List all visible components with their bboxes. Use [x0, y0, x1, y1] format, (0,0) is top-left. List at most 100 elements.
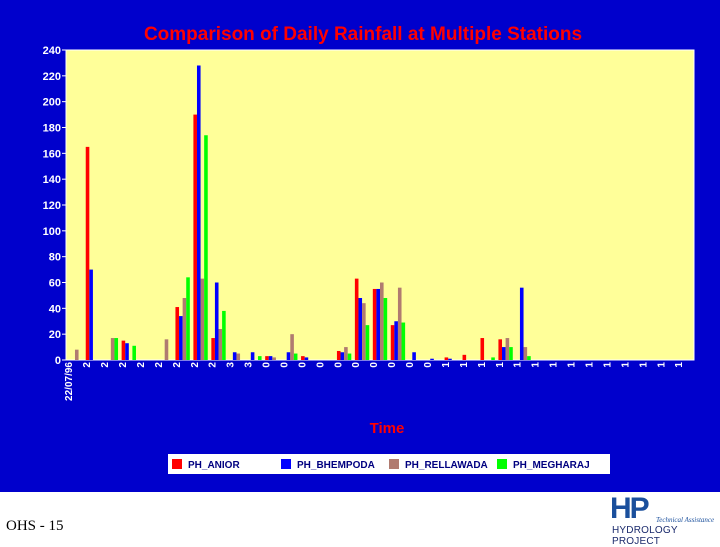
bar-ph-anior-3: [121, 340, 126, 361]
bar-ph-bhempoda-6: [179, 316, 183, 360]
bar-ph-bhempoda-24: [502, 347, 506, 360]
y-tick-label: 200: [43, 97, 61, 109]
logo-tagline: Technical Assistance: [656, 516, 715, 524]
bar-ph-rellawada-25: [523, 347, 528, 360]
bar-ph-megharaj-7: [204, 135, 208, 360]
bar-ph-anior-22: [462, 354, 467, 360]
hydrology-project-logo: HP Technical Assistance HYDROLOGY PROJEC…: [600, 492, 716, 547]
bar-ph-anior-8: [211, 338, 215, 360]
bar-ph-anior-23: [480, 338, 485, 360]
y-tick-label: 0: [55, 355, 61, 367]
y-tick-label: 20: [49, 329, 61, 341]
y-tick-label: 80: [49, 252, 61, 264]
x-tick-label: 0: [315, 362, 326, 368]
y-axis: 0 20 40 60 80 100 120 140 160 180 200 220 240: [43, 45, 66, 367]
legend-swatch-ph-rellawada: [389, 459, 399, 469]
bar-ph-anior-15: [336, 350, 341, 360]
x-tick-label: 1: [602, 362, 613, 368]
legend-swatch-ph-bhempoda: [281, 459, 291, 469]
bar-ph-anior-18: [390, 325, 395, 361]
bar-ph-rellawada-18: [397, 287, 402, 360]
x-tick-label: 0: [369, 362, 380, 368]
logo-mark: HP: [610, 492, 650, 525]
bar-ph-megharaj-10: [257, 356, 262, 361]
x-tick-label: 2: [100, 362, 111, 368]
y-tick-label: 60: [49, 278, 61, 290]
x-tick-label: 0: [333, 362, 344, 368]
x-tick-label: 0: [423, 362, 434, 368]
bar-ph-bhempoda-1: [89, 269, 93, 360]
bar-ph-megharaj-18: [401, 322, 406, 360]
bar-ph-megharaj-17: [383, 298, 388, 360]
bar-ph-anior-1: [85, 146, 90, 361]
bar-ph-bhempoda-19: [412, 352, 416, 360]
x-axis-title: Time: [370, 420, 405, 437]
x-tick-label: 1: [477, 362, 488, 368]
bar-ph-megharaj-6: [186, 277, 190, 360]
y-tick-label: 40: [49, 303, 61, 315]
bar-ph-anior-11: [265, 356, 269, 361]
x-tick-label: 0: [262, 362, 273, 368]
bar-ph-megharaj-25: [527, 356, 531, 361]
bar-ph-anior-16: [354, 278, 359, 361]
bar-ph-bhempoda-15: [340, 352, 345, 360]
y-tick-label: 100: [43, 226, 61, 238]
bar-ph-rellawada-5: [164, 339, 169, 360]
footer: [0, 492, 720, 540]
bar-ph-rellawada-12: [290, 334, 294, 360]
legend-label-ph-rellawada: PH_RELLAWADA: [405, 460, 488, 471]
x-tick-label: 2: [190, 362, 201, 368]
bar-ph-bhempoda-12: [286, 352, 291, 360]
bar-ph-bhempoda-11: [268, 356, 273, 361]
bar-ph-anior-7: [193, 114, 197, 360]
bar-ph-rellawada-2: [110, 338, 115, 360]
logo-name: HYDROLOGY PROJECT: [612, 525, 678, 547]
bar-ph-anior-17: [372, 288, 377, 360]
bar-ph-megharaj-24: [509, 347, 513, 360]
x-tick-label: 1: [531, 362, 542, 368]
bar-ph-rellawada-11: [272, 357, 276, 360]
x-tick-label: 1: [656, 362, 667, 368]
x-tick-label: 0: [387, 362, 398, 368]
bar-ph-bhempoda-18: [394, 321, 398, 360]
bar-ph-bhempoda-10: [250, 352, 255, 360]
bar-ph-rellawada-6: [182, 298, 187, 360]
bar-ph-bhempoda-13: [304, 357, 309, 360]
x-tick-label: 1: [549, 362, 560, 368]
bar-ph-bhempoda-3: [125, 343, 129, 360]
legend-swatch-ph-megharaj: [497, 459, 507, 469]
x-tick-label: 1: [513, 362, 524, 368]
bar-ph-rellawada-16: [362, 303, 366, 360]
bar-ph-rellawada-24: [505, 338, 510, 360]
bar-ph-bhempoda-17: [376, 288, 380, 360]
y-tick-label: 120: [43, 200, 61, 212]
legend: PH_ANIOR PH_BHEMPODA PH_RELLAWADA PH_MEGHAR…: [168, 454, 610, 474]
y-tick-label: 140: [43, 174, 61, 186]
chart-title: Comparison of Daily Rainfall at Multiple…: [144, 24, 582, 45]
x-tick-label: 2: [136, 362, 147, 368]
bar-ph-rellawada-9: [236, 353, 241, 360]
legend-label-ph-megharaj: PH_MEGHARAJ: [513, 460, 590, 471]
x-tick-label: 3: [226, 362, 237, 368]
bar-ph-bhempoda-21: [448, 358, 452, 360]
x-axis: 22/07/96 2 2 2 2 2 2 2 2 3 3 0 0 0 0 0 0 0 0 0 0 1 1 1 1 1 1 1 1 1 1 1 1…: [64, 362, 685, 401]
bar-ph-rellawada-7: [200, 278, 205, 361]
y-tick-label: 160: [43, 148, 61, 160]
legend-swatch-ph-anior: [172, 459, 182, 469]
bar-ph-bhempoda-16: [358, 298, 363, 360]
bar-ph-bhempoda-20: [430, 358, 434, 360]
x-tick-label: 0: [280, 362, 291, 368]
bar-ph-rellawada-17: [380, 282, 384, 360]
x-tick-label: 0: [405, 362, 416, 368]
y-tick-label: 220: [43, 71, 61, 83]
legend-label-ph-bhempoda: PH_BHEMPODA: [297, 460, 375, 471]
bar-ph-megharaj-23: [491, 357, 495, 360]
x-tick-label: 1: [459, 362, 470, 368]
bar-ph-megharaj-2: [114, 338, 119, 360]
bar-ph-megharaj-16: [365, 325, 370, 361]
rainfall-chart: Comparison of Daily Rainfall at Multiple…: [43, 24, 695, 474]
x-tick-label: 2: [172, 362, 183, 368]
x-tick-label: 1: [638, 362, 649, 368]
y-tick-label: 180: [43, 123, 61, 135]
x-tick-label: 1: [620, 362, 631, 368]
